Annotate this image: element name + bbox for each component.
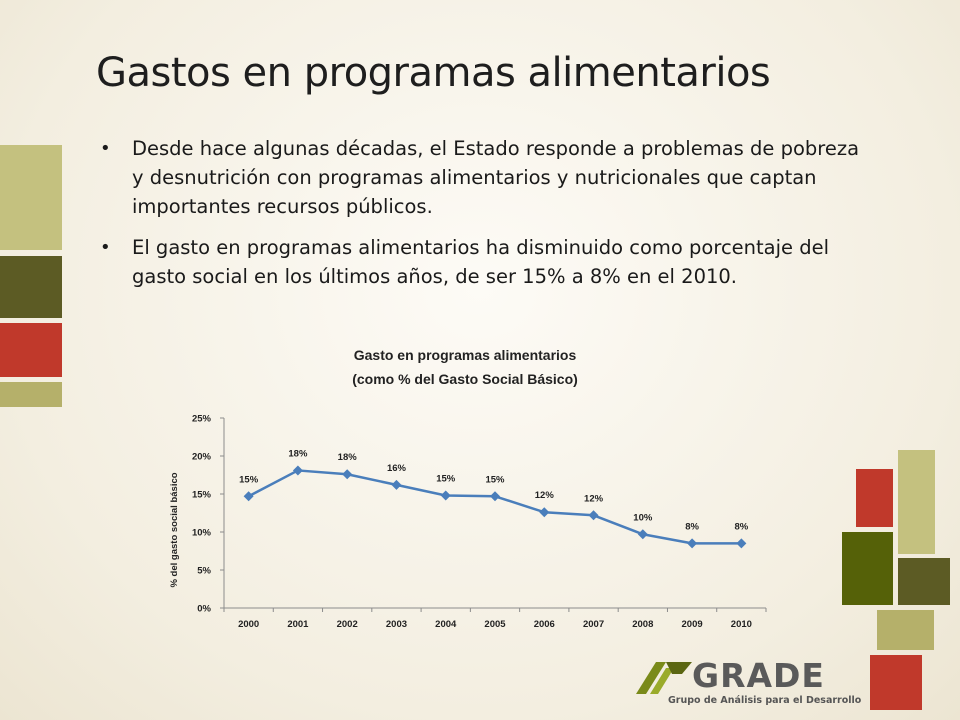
x-tick-label: 2000 [238,619,259,630]
decor-square-right-2 [898,450,935,554]
data-label: 18% [288,448,308,459]
x-tick-label: 2006 [534,619,555,630]
x-tick-label: 2005 [484,619,506,630]
chart-title-line-2: (como % del Gasto Social Básico) [352,371,578,387]
decor-square-left-2 [0,256,62,318]
chart-title-line-1: Gasto en programas alimentarios [354,347,577,363]
slide-title: Gastos en programas alimentarios [96,50,771,96]
x-tick-label: 2010 [731,619,752,630]
x-tick-label: 2008 [632,619,653,630]
logo-name: GRADE [692,656,825,695]
decor-square-right-4 [898,558,950,605]
grade-logo-mark-icon [636,662,692,694]
data-label: 15% [485,474,505,485]
data-point-marker [736,538,747,549]
decor-square-right-1 [856,469,893,527]
chart-marks: 15% 18% 18% 16% 15% 15% 12% 12% 10% 8% 8% [239,448,749,549]
data-label: 18% [338,452,358,463]
x-tick-label: 2002 [337,619,358,630]
y-tick-label: 15% [192,490,212,501]
y-tick-label: 5% [197,566,211,577]
y-tick-label: 10% [192,528,212,539]
data-label: 15% [239,474,259,485]
grade-logo: GRADE Grupo de Análisis para el Desarrol… [636,656,861,712]
data-label: 16% [387,463,407,474]
decor-square-left-1 [0,145,62,250]
decor-square-right-5 [877,610,934,650]
data-label: 15% [436,474,456,485]
y-tick-label: 0% [197,604,211,615]
logo-subtitle: Grupo de Análisis para el Desarrollo [668,695,862,706]
x-tick-label: 2007 [583,619,604,630]
bullet-text: El gasto en programas alimentarios ha di… [132,236,830,288]
x-tick-label: 2003 [386,619,407,630]
y-tick-label: 25% [192,414,212,425]
x-tick-label: 2009 [682,619,703,630]
decor-square-left-4 [0,382,62,407]
bullet-text: Desde hace algunas décadas, el Estado re… [132,137,860,218]
data-point-marker [391,479,402,490]
line-chart: Gasto en programas alimentarios (como % … [169,347,767,630]
decor-square-left-3 [0,323,62,377]
y-axis-label: % del gasto social básico [169,472,180,587]
data-label: 8% [734,521,748,532]
decor-square-right-3 [842,532,893,605]
data-point-marker [243,491,254,502]
decor-square-right-6 [870,655,922,710]
y-tick-label: 20% [192,452,212,463]
data-point-marker [588,510,599,521]
bullet-item: • Desde hace algunas décadas, el Estado … [100,134,860,221]
data-point-marker [292,465,303,476]
data-label: 12% [535,490,555,501]
data-label: 10% [633,512,653,523]
chart: Gasto en programas alimentarios (como % … [150,340,790,640]
chart-axes: 0% 5% 10% 15% 20% 25% 2000 2001 2002 2003 2004 2005… [192,414,767,630]
bullet-list: • Desde hace algunas décadas, el Estado … [100,134,860,303]
data-label: 12% [584,493,604,504]
bullet-dot: • [100,237,111,258]
x-tick-label: 2004 [435,619,457,630]
bullet-dot: • [100,138,111,159]
data-point-marker [687,538,698,549]
data-label: 8% [685,521,699,532]
data-point-marker [490,491,500,502]
x-tick-label: 2001 [287,619,309,630]
data-point-marker [539,507,550,518]
data-point-marker [440,490,451,501]
data-point-marker [637,529,648,540]
bullet-item: • El gasto en programas alimentarios ha … [100,233,860,291]
data-point-marker [342,469,353,480]
